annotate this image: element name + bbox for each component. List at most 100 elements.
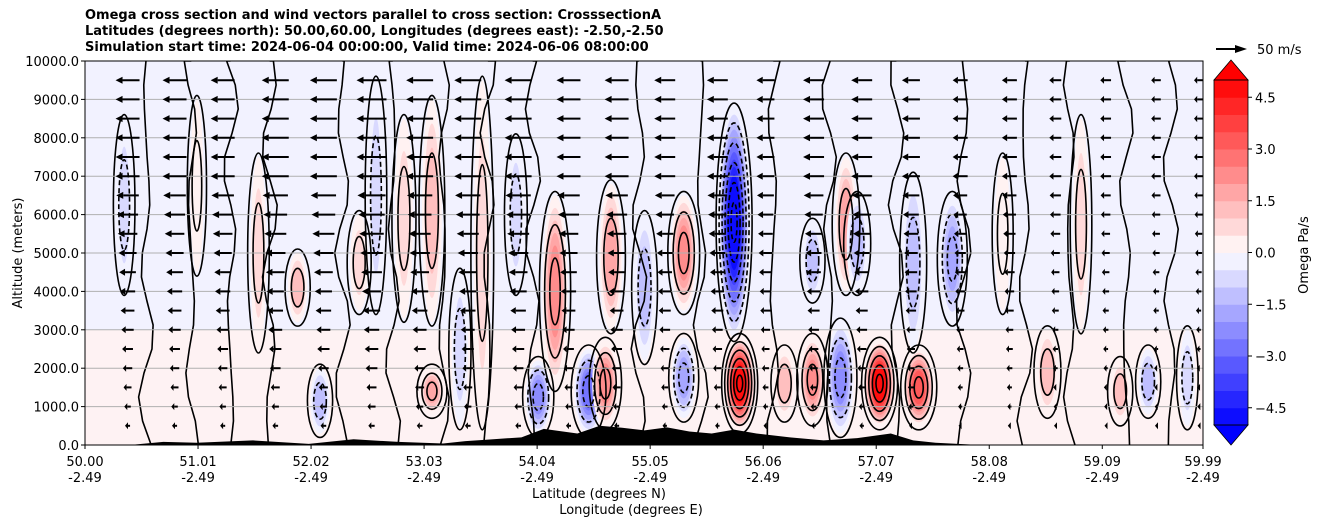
wind-vector-head: [309, 134, 317, 142]
wind-vector-head: [708, 230, 715, 238]
wind-vector-arrow: [411, 287, 429, 295]
x-tick-label-latitude: 54.04: [519, 455, 556, 470]
wind-vector-arrow: [454, 172, 482, 180]
wind-vector-arrow: [1006, 383, 1012, 391]
wind-vector-arrow: [556, 115, 581, 123]
wind-vector-arrow: [1101, 230, 1111, 238]
wind-vector-head: [1054, 422, 1058, 430]
wind-vector-arrow: [457, 249, 478, 257]
omega-level-fill: [1182, 345, 1193, 411]
colorbar-level: [1214, 183, 1248, 202]
x-tick-label-latitude: 59.09: [1084, 455, 1121, 470]
wind-vector-arrow: [1049, 153, 1062, 161]
wind-vector-head: [662, 422, 666, 430]
wind-vector-arrow: [901, 115, 920, 123]
wind-vector-head: [261, 172, 269, 180]
wind-vector-arrow: [706, 153, 728, 161]
wind-vector-head: [609, 307, 615, 315]
wind-vector-head: [710, 287, 716, 295]
wind-vector-arrow: [954, 230, 967, 238]
wind-vector-head: [318, 364, 322, 372]
wind-vector-arrow: [565, 422, 571, 430]
wind-vector-head: [458, 268, 465, 276]
wind-vector-arrow: [456, 230, 479, 238]
contour-line-positive: [593, 351, 617, 416]
wind-vector-head: [612, 383, 616, 391]
wind-vector-head: [454, 115, 462, 123]
wind-vector-arrow: [220, 422, 226, 430]
wind-vector-arrow: [1194, 211, 1203, 219]
wind-vector-head: [311, 211, 319, 219]
wind-vector-arrow: [261, 153, 289, 161]
wind-vector-head: [407, 211, 415, 219]
wind-vector-head: [1002, 211, 1008, 219]
wind-vector-arrow: [364, 345, 379, 353]
wind-vector-head: [504, 172, 512, 180]
wind-vector-head: [1049, 134, 1054, 142]
wind-vector-arrow: [857, 364, 866, 372]
wind-vector-arrow: [661, 383, 669, 391]
wind-vector-head: [512, 364, 517, 372]
wind-vector-arrow: [414, 364, 425, 372]
wind-vector-head: [504, 134, 512, 142]
wind-vector-arrow: [1154, 383, 1158, 391]
wind-vector-arrow: [611, 345, 623, 353]
omega-level-fill: [806, 359, 819, 400]
wind-vector-head: [803, 134, 811, 142]
contour-line-negative: [727, 181, 741, 263]
wind-vector-arrow: [413, 345, 426, 353]
wind-vector-arrow: [803, 191, 824, 199]
wind-vector-head: [414, 364, 419, 372]
wind-vector-arrow: [906, 345, 915, 353]
wind-vector-head: [1152, 230, 1156, 238]
wind-vector-head: [515, 422, 519, 430]
wind-vector-arrow: [654, 115, 676, 123]
wind-vector-arrow: [1001, 172, 1017, 180]
wind-vector-head: [116, 191, 124, 199]
wind-vector-arrow: [901, 76, 920, 84]
wind-vector-arrow: [811, 422, 816, 430]
wind-vector-arrow: [851, 76, 873, 84]
wind-vector-arrow: [604, 95, 629, 103]
wind-vector-arrow: [1100, 191, 1111, 199]
wind-vector-head: [1196, 345, 1200, 353]
wind-vector-head: [162, 76, 170, 84]
colorbar-level: [1214, 97, 1248, 115]
wind-vector-head: [312, 230, 320, 238]
wind-vector-arrow: [609, 307, 624, 315]
wind-vector-arrow: [210, 134, 235, 142]
wind-vector-arrow: [1100, 134, 1112, 142]
wind-vector-head: [756, 134, 763, 142]
wind-vector-head: [263, 211, 271, 219]
y-tick-label: 8000.0: [34, 132, 80, 147]
wind-vector-head: [1154, 403, 1158, 411]
contour-line-zero: [766, 61, 781, 445]
wind-vector-head: [1151, 76, 1155, 84]
wind-vector-head: [172, 422, 176, 430]
wind-vector-arrow: [660, 364, 669, 372]
wind-vector-head: [655, 211, 662, 219]
wind-vector-arrow: [756, 95, 775, 103]
wind-vector-head: [1195, 287, 1199, 295]
wind-vector-head: [1052, 326, 1056, 334]
wind-vector-arrow: [1102, 307, 1109, 315]
wind-vector-arrow: [756, 172, 775, 180]
wind-vector-arrow: [504, 172, 532, 180]
wind-vector-head: [262, 191, 270, 199]
wind-vector-arrow: [803, 134, 825, 142]
wind-vector-head: [903, 230, 909, 238]
wind-vector-arrow: [560, 268, 577, 276]
wind-vector-head: [122, 345, 126, 353]
wind-vector-head: [604, 95, 612, 103]
wind-vector-arrow: [662, 422, 667, 430]
wind-vector-arrow: [265, 268, 285, 276]
y-tick-label: 3000.0: [34, 324, 80, 339]
wind-vector-arrow: [163, 211, 186, 219]
y-tick-label: 0.0: [58, 439, 79, 454]
wind-vector-arrow: [852, 211, 871, 219]
wind-vector-arrow: [312, 230, 335, 238]
contour-line-negative: [306, 363, 334, 439]
wind-vector-arrow: [557, 211, 580, 219]
wind-vector-head: [162, 115, 170, 123]
wind-vector-arrow: [511, 345, 525, 353]
